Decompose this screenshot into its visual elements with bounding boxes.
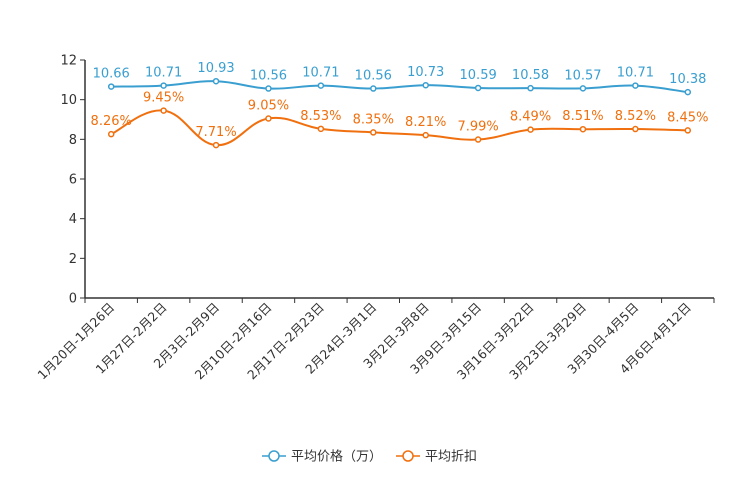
data-point-0[interactable] [684, 88, 692, 96]
data-label-1: 9.45% [143, 91, 184, 106]
legend-item-1[interactable]: 平均折扣 [396, 450, 477, 465]
data-label-1: 7.71% [195, 125, 236, 140]
data-label-1: 8.53% [300, 109, 341, 124]
data-labels: 10.66 10.71 10.93 10.56 10.71 10.56 10.73 10.59… [91, 61, 709, 140]
legend-label: 平均价格（万） [291, 449, 382, 465]
data-label-1: 8.52% [615, 109, 656, 124]
data-point-0[interactable] [317, 82, 325, 89]
data-label-0: 10.93 [197, 61, 234, 76]
legend-item-0[interactable]: 平均价格（万） [262, 449, 382, 465]
data-point-1[interactable] [527, 126, 534, 133]
data-label-0: 10.66 [93, 67, 130, 82]
data-label-0: 10.57 [564, 68, 601, 83]
data-point-1[interactable] [107, 130, 115, 138]
legend-marker-icon [268, 450, 280, 462]
y-tick-label: 4 [69, 212, 77, 227]
data-point-0[interactable] [422, 81, 429, 89]
data-point-1[interactable] [422, 131, 429, 139]
y-tick-label: 12 [60, 54, 77, 69]
data-point-0[interactable] [579, 85, 587, 92]
data-label-1: 8.21% [405, 115, 446, 130]
data-label-0: 10.38 [669, 72, 706, 87]
data-point-1[interactable] [684, 127, 692, 134]
legend-label: 平均折扣 [425, 450, 477, 465]
data-point-0[interactable] [632, 82, 639, 89]
data-label-0: 10.56 [355, 69, 392, 84]
series-line-0 [111, 80, 688, 94]
data-label-0: 10.56 [250, 69, 287, 84]
y-tick-label: 8 [69, 133, 77, 148]
data-point-1[interactable] [632, 125, 639, 133]
data-label-1: 9.05% [248, 99, 289, 114]
y-tick-label: 10 [60, 93, 77, 108]
data-point-1[interactable] [317, 125, 325, 133]
data-point-0[interactable] [265, 85, 272, 92]
y-tick-label: 6 [69, 173, 77, 188]
axes: 0246810121月20日-1月26日1月27日-2月2日2月3日-2月9日2… [34, 54, 715, 382]
y-tick-label: 0 [69, 292, 77, 307]
data-point-1[interactable] [160, 107, 167, 114]
data-label-1: 8.49% [510, 110, 551, 125]
data-point-0[interactable] [107, 83, 115, 90]
y-tick-label: 2 [69, 252, 77, 267]
legend: 平均价格（万） 平均折扣 [262, 449, 477, 465]
data-point-0[interactable] [160, 82, 167, 89]
data-point-1[interactable] [212, 141, 220, 149]
data-label-0: 10.73 [407, 65, 444, 80]
data-label-1: 8.35% [353, 112, 394, 127]
series-layer [107, 77, 692, 149]
data-label-1: 8.26% [91, 114, 132, 129]
data-point-0[interactable] [212, 77, 220, 85]
data-label-0: 10.58 [512, 68, 549, 83]
data-label-0: 10.71 [302, 66, 339, 81]
legend-marker-icon [402, 450, 414, 462]
data-label-0: 10.71 [617, 66, 654, 81]
data-point-0[interactable] [527, 84, 534, 92]
data-point-1[interactable] [474, 136, 482, 143]
data-point-0[interactable] [474, 84, 482, 92]
data-point-1[interactable] [579, 125, 587, 133]
data-label-0: 10.71 [145, 66, 182, 81]
data-point-0[interactable] [370, 85, 377, 92]
data-label-0: 10.59 [460, 68, 497, 83]
data-point-1[interactable] [265, 115, 272, 122]
data-label-1: 8.45% [667, 110, 708, 125]
data-label-1: 8.51% [562, 109, 603, 124]
data-point-1[interactable] [370, 129, 377, 136]
data-label-1: 7.99% [457, 120, 498, 135]
